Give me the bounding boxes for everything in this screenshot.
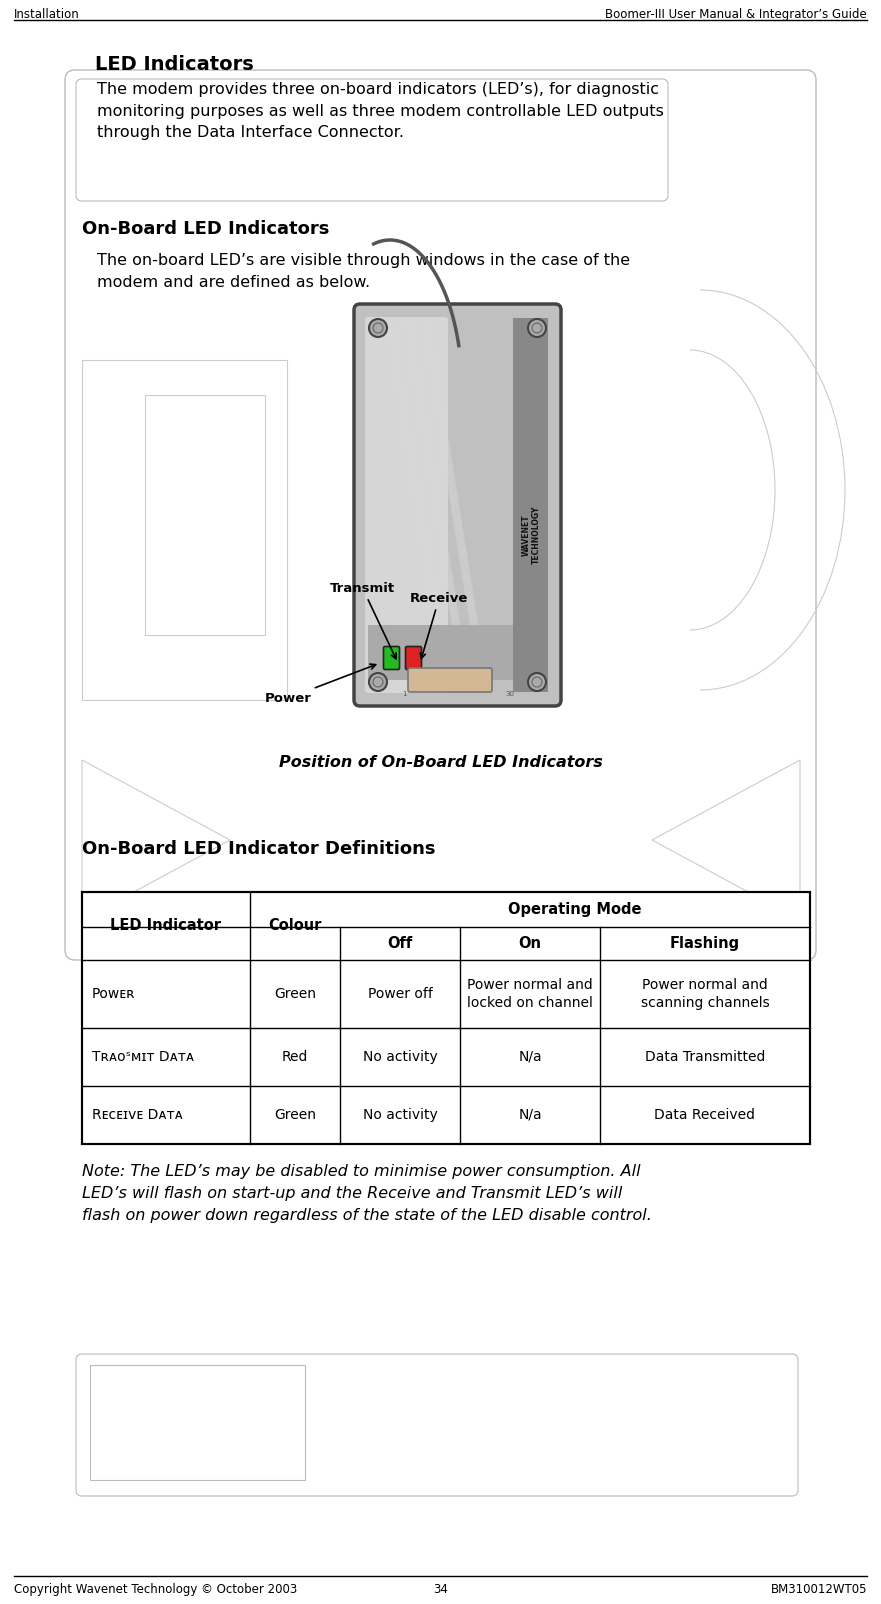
Text: Power off: Power off xyxy=(367,986,433,1001)
Text: The modem provides three on-board indicators (LED’s), for diagnostic
monitoring : The modem provides three on-board indica… xyxy=(97,82,664,140)
Circle shape xyxy=(528,319,546,337)
Circle shape xyxy=(369,674,387,691)
Text: Red: Red xyxy=(282,1051,308,1063)
Text: Green: Green xyxy=(274,986,316,1001)
Text: Pᴏᴡᴇʀ: Pᴏᴡᴇʀ xyxy=(92,986,136,1001)
Text: Operating Mode: Operating Mode xyxy=(508,901,641,917)
Text: On: On xyxy=(519,937,542,951)
Text: Transmit: Transmit xyxy=(330,582,396,659)
Text: Copyright Wavenet Technology © October 2003: Copyright Wavenet Technology © October 2… xyxy=(14,1583,297,1596)
Text: Data Transmitted: Data Transmitted xyxy=(645,1051,766,1063)
Text: No activity: No activity xyxy=(363,1051,437,1063)
Text: N/a: N/a xyxy=(518,1108,542,1123)
Text: Data Received: Data Received xyxy=(655,1108,756,1123)
Text: Tʀᴀᴏˢᴍɪᴛ Dᴀᴛᴀ: Tʀᴀᴏˢᴍɪᴛ Dᴀᴛᴀ xyxy=(92,1051,194,1063)
Text: Flashing: Flashing xyxy=(670,937,740,951)
Text: Colour: Colour xyxy=(269,919,322,934)
Text: Green: Green xyxy=(274,1108,316,1123)
FancyBboxPatch shape xyxy=(383,646,399,669)
Text: The on-board LED’s are visible through windows in the case of the
modem and are : The on-board LED’s are visible through w… xyxy=(97,253,630,290)
Text: BM310012WT05: BM310012WT05 xyxy=(771,1583,867,1596)
Text: LED Indicators: LED Indicators xyxy=(95,55,254,74)
FancyBboxPatch shape xyxy=(76,1354,798,1497)
FancyBboxPatch shape xyxy=(405,646,421,669)
Circle shape xyxy=(369,319,387,337)
Text: LED Indicator: LED Indicator xyxy=(110,919,221,934)
Bar xyxy=(82,359,287,699)
FancyBboxPatch shape xyxy=(76,79,668,200)
FancyBboxPatch shape xyxy=(365,318,448,693)
Bar xyxy=(90,1365,305,1480)
Text: Note: The LED’s may be disabled to minimise power consumption. All
LED’s will fl: Note: The LED’s may be disabled to minim… xyxy=(82,1165,652,1224)
Text: Power normal and
scanning channels: Power normal and scanning channels xyxy=(640,978,769,1011)
Bar xyxy=(513,318,548,691)
Text: Boomer-III User Manual & Integrator’s Guide: Boomer-III User Manual & Integrator’s Gu… xyxy=(605,8,867,21)
Text: Off: Off xyxy=(388,937,412,951)
Text: 34: 34 xyxy=(433,1583,448,1596)
Bar xyxy=(82,892,810,1144)
Text: Power normal and
locked on channel: Power normal and locked on channel xyxy=(467,978,593,1011)
Circle shape xyxy=(528,674,546,691)
Text: Position of On-Board LED Indicators: Position of On-Board LED Indicators xyxy=(279,755,603,770)
Text: Receive: Receive xyxy=(410,592,469,659)
FancyBboxPatch shape xyxy=(65,71,816,961)
Bar xyxy=(145,395,265,635)
Text: On-Board LED Indicator Definitions: On-Board LED Indicator Definitions xyxy=(82,840,435,858)
Text: 1: 1 xyxy=(402,691,406,698)
Text: N/a: N/a xyxy=(518,1051,542,1063)
Text: Installation: Installation xyxy=(14,8,80,21)
Text: Power: Power xyxy=(265,664,375,704)
Bar xyxy=(368,626,513,680)
Text: 30: 30 xyxy=(505,691,514,698)
FancyBboxPatch shape xyxy=(408,667,492,691)
Text: No activity: No activity xyxy=(363,1108,437,1123)
Text: Rᴇᴄᴇɪᴠᴇ Dᴀᴛᴀ: Rᴇᴄᴇɪᴠᴇ Dᴀᴛᴀ xyxy=(92,1108,183,1123)
Text: WAVENET
TECHNOLOGY: WAVENET TECHNOLOGY xyxy=(522,505,541,565)
FancyBboxPatch shape xyxy=(354,305,561,706)
Text: On-Board LED Indicators: On-Board LED Indicators xyxy=(82,220,329,237)
